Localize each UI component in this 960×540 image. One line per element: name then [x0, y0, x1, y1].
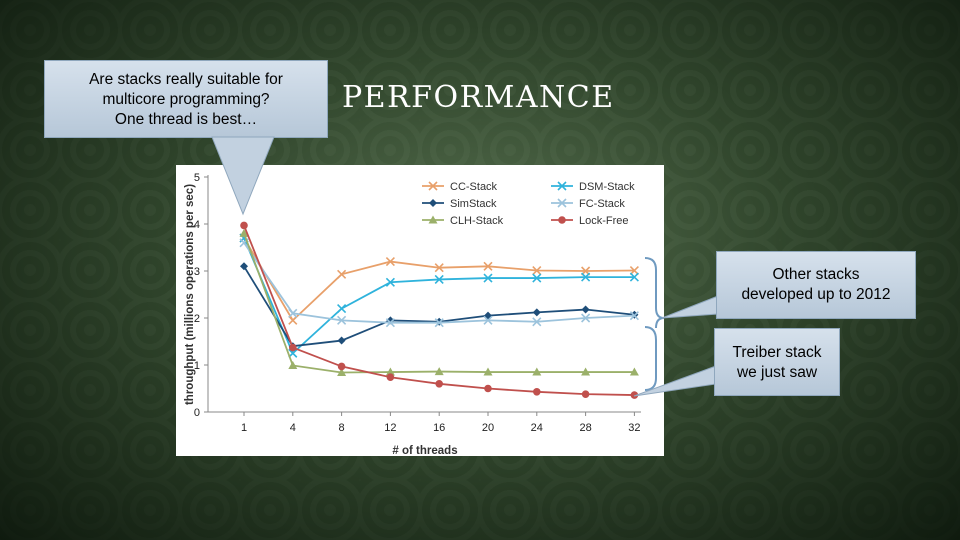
y-tick-label: 5 [194, 172, 200, 184]
data-point-clh-stack [385, 367, 395, 376]
data-point-cc-stack [483, 261, 493, 271]
data-point-cc-stack [532, 265, 542, 276]
data-point-clh-stack [483, 367, 493, 376]
data-point-simstack [581, 305, 590, 314]
data-point-dsm-stack [629, 272, 639, 282]
data-point-lock-free [240, 221, 248, 230]
data-point-cc-stack [434, 263, 444, 273]
y-tick-label: 4 [194, 219, 200, 231]
data-point-fc-stack [483, 315, 493, 325]
legend-marker-lock-free [558, 216, 566, 224]
data-point-clh-stack [581, 367, 591, 376]
other-stacks-pointer [661, 295, 719, 319]
series-line-dsm-stack [243, 237, 635, 355]
callout-line: we just saw [736, 364, 818, 381]
data-point-simstack [532, 308, 541, 317]
callout-line: One thread is best… [114, 111, 258, 128]
legend-marker-cc-stack [428, 181, 438, 191]
callout-line: developed up to 2012 [741, 286, 891, 303]
question-callout: Are stacks really suitable for multicore… [44, 60, 328, 138]
data-point-lock-free [435, 380, 444, 388]
x-tick-label: 4 [290, 422, 296, 434]
legend-label-fc-stack: FC-Stack [579, 198, 625, 210]
legend-label-clh-stack: CLH-Stack [450, 215, 504, 227]
data-point-clh-stack [532, 367, 542, 376]
data-point-cc-stack [385, 257, 395, 267]
data-point-simstack [337, 336, 346, 345]
data-point-clh-stack [239, 228, 249, 237]
data-point-clh-stack [288, 360, 298, 369]
data-point-lock-free [581, 390, 590, 398]
x-tick-label: 32 [628, 422, 640, 434]
data-point-cc-stack [288, 315, 298, 325]
data-point-fc-stack [288, 308, 298, 318]
data-point-cc-stack [337, 269, 347, 279]
legend-label-cc-stack: CC-Stack [450, 181, 498, 193]
data-point-lock-free [630, 391, 639, 399]
legend-label-lock-free: Lock-Free [579, 215, 629, 227]
legend-marker-simstack [429, 199, 437, 207]
legend-label-simstack: SimStack [450, 198, 497, 210]
data-point-dsm-stack [434, 274, 444, 285]
y-tick-label: 3 [194, 266, 200, 278]
data-point-lock-free [484, 384, 492, 393]
data-point-lock-free [337, 362, 346, 371]
legend-label-dsm-stack: DSM-Stack [579, 181, 635, 193]
callout-line: multicore programming? [102, 91, 270, 108]
data-point-simstack [240, 262, 248, 271]
legend-marker-dsm-stack [557, 181, 567, 191]
treiber-callout: Treiber stack we just saw [714, 328, 840, 396]
slide-title: PERFORMANCE [342, 80, 615, 115]
chart-panel: 0 1 2 3 4 5 1 4 8 12 16 20 24 28 32 # of threads through… [176, 165, 664, 456]
other-stacks-callout: Other stacks developed up to 2012 [716, 251, 916, 319]
x-tick-label: 24 [531, 422, 543, 434]
data-point-lock-free [289, 343, 297, 352]
legend-marker-fc-stack [557, 198, 567, 208]
data-point-cc-stack [629, 265, 639, 276]
data-point-dsm-stack [337, 304, 347, 314]
x-tick-label: 20 [482, 422, 494, 434]
x-tick-label: 8 [339, 422, 345, 434]
data-point-dsm-stack [385, 277, 395, 287]
x-tick-label: 1 [241, 422, 247, 434]
callout-line: Treiber stack [732, 344, 822, 361]
callout-line: Other stacks [772, 266, 860, 283]
data-point-lock-free [386, 373, 395, 382]
data-point-fc-stack [581, 313, 591, 323]
data-point-fc-stack [385, 318, 395, 328]
data-point-clh-stack [337, 368, 347, 377]
x-tick-label: 28 [579, 422, 591, 434]
x-axis-label: # of threads [392, 445, 457, 456]
y-tick-label: 2 [194, 313, 200, 325]
y-axis-label: throughput (millions operations per sec) [184, 184, 196, 405]
data-point-fc-stack [434, 318, 444, 328]
series-line-simstack [243, 265, 635, 348]
y-tick-label: 1 [194, 360, 200, 372]
x-tick-label: 12 [384, 422, 396, 434]
data-point-fc-stack [532, 317, 542, 327]
data-point-dsm-stack [581, 272, 591, 282]
data-point-fc-stack [337, 315, 347, 325]
data-point-lock-free [533, 387, 541, 396]
data-point-fc-stack [629, 311, 639, 321]
data-point-dsm-stack [532, 273, 542, 283]
callout-line: Are stacks really suitable for [89, 71, 283, 88]
y-tick-label: 0 [194, 407, 200, 419]
legend-marker-clh-stack [428, 215, 438, 224]
data-point-clh-stack [434, 367, 444, 376]
data-point-dsm-stack [483, 273, 493, 283]
x-tick-label: 16 [433, 422, 445, 434]
